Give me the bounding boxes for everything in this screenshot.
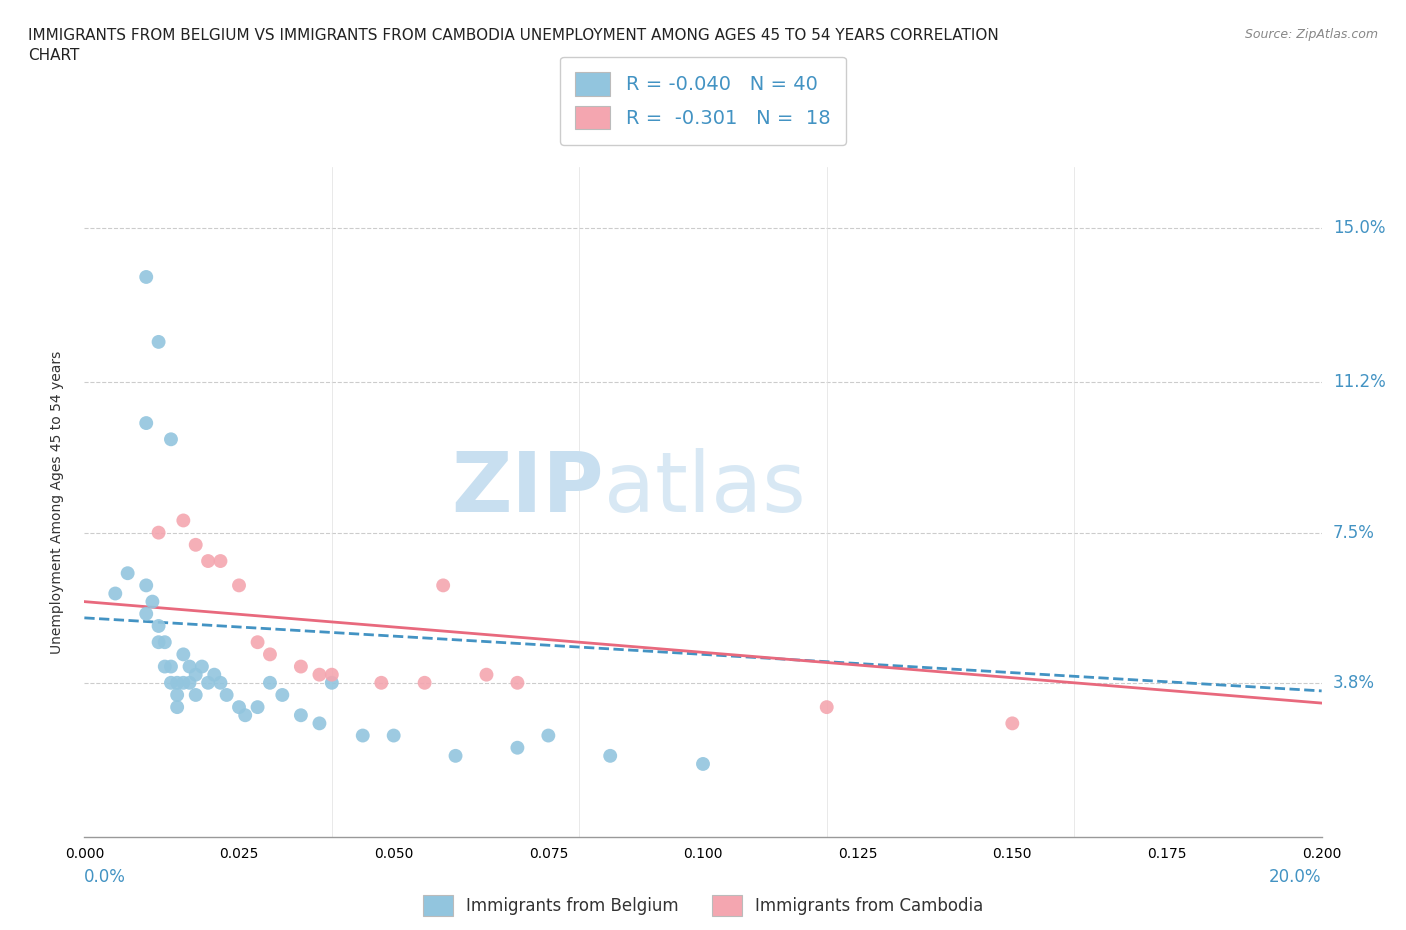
Point	[160, 675, 183, 690]
Point	[135, 416, 157, 431]
Text: 11.2%: 11.2%	[1333, 374, 1385, 392]
Point	[475, 667, 498, 682]
Text: 7.5%: 7.5%	[1333, 524, 1375, 541]
Point	[166, 687, 188, 702]
Point	[506, 740, 529, 755]
Point	[184, 687, 207, 702]
Point	[209, 675, 232, 690]
Point	[321, 667, 343, 682]
Point	[141, 594, 163, 609]
Point	[135, 606, 157, 621]
Point	[233, 708, 256, 723]
Point	[692, 756, 714, 771]
Point	[184, 667, 207, 682]
Point	[166, 675, 188, 690]
Point	[179, 659, 201, 674]
Text: 15.0%: 15.0%	[1333, 219, 1385, 237]
Point	[370, 675, 392, 690]
Legend: Immigrants from Belgium, Immigrants from Cambodia: Immigrants from Belgium, Immigrants from…	[416, 889, 990, 923]
Y-axis label: Unemployment Among Ages 45 to 54 years: Unemployment Among Ages 45 to 54 years	[49, 351, 63, 654]
Point	[148, 635, 170, 650]
Point	[153, 659, 176, 674]
Point	[148, 335, 170, 350]
Point	[172, 647, 194, 662]
Point	[228, 578, 250, 592]
Text: 3.8%: 3.8%	[1333, 674, 1375, 692]
Point	[179, 675, 201, 690]
Text: 20.0%: 20.0%	[1270, 868, 1322, 885]
Point	[246, 699, 269, 714]
Point	[184, 538, 207, 552]
Point	[160, 659, 183, 674]
Point	[506, 675, 529, 690]
Point	[432, 578, 454, 592]
Point	[209, 553, 232, 568]
Point	[148, 525, 170, 540]
Point	[271, 687, 294, 702]
Point	[413, 675, 436, 690]
Point	[308, 667, 330, 682]
Text: Source: ZipAtlas.com: Source: ZipAtlas.com	[1244, 28, 1378, 41]
Point	[815, 699, 838, 714]
Point	[215, 687, 238, 702]
Point	[135, 578, 157, 592]
Point	[202, 667, 225, 682]
Point	[321, 675, 343, 690]
Text: atlas: atlas	[605, 448, 806, 529]
Point	[259, 675, 281, 690]
Point	[537, 728, 560, 743]
Point	[228, 699, 250, 714]
Point	[246, 635, 269, 650]
Point	[290, 708, 312, 723]
Point	[1001, 716, 1024, 731]
Point	[259, 647, 281, 662]
Point	[352, 728, 374, 743]
Text: IMMIGRANTS FROM BELGIUM VS IMMIGRANTS FROM CAMBODIA UNEMPLOYMENT AMONG AGES 45 T: IMMIGRANTS FROM BELGIUM VS IMMIGRANTS FR…	[28, 28, 998, 62]
Point	[166, 699, 188, 714]
Point	[153, 635, 176, 650]
Point	[599, 749, 621, 764]
Point	[308, 716, 330, 731]
Point	[382, 728, 405, 743]
Text: ZIP: ZIP	[451, 448, 605, 529]
Text: 0.0%: 0.0%	[84, 868, 127, 885]
Point	[148, 618, 170, 633]
Point	[191, 659, 214, 674]
Point	[172, 675, 194, 690]
Point	[104, 586, 127, 601]
Point	[117, 565, 139, 580]
Point	[172, 513, 194, 528]
Point	[197, 675, 219, 690]
Point	[444, 749, 467, 764]
Point	[135, 270, 157, 285]
Point	[197, 553, 219, 568]
Point	[290, 659, 312, 674]
Point	[160, 432, 183, 446]
